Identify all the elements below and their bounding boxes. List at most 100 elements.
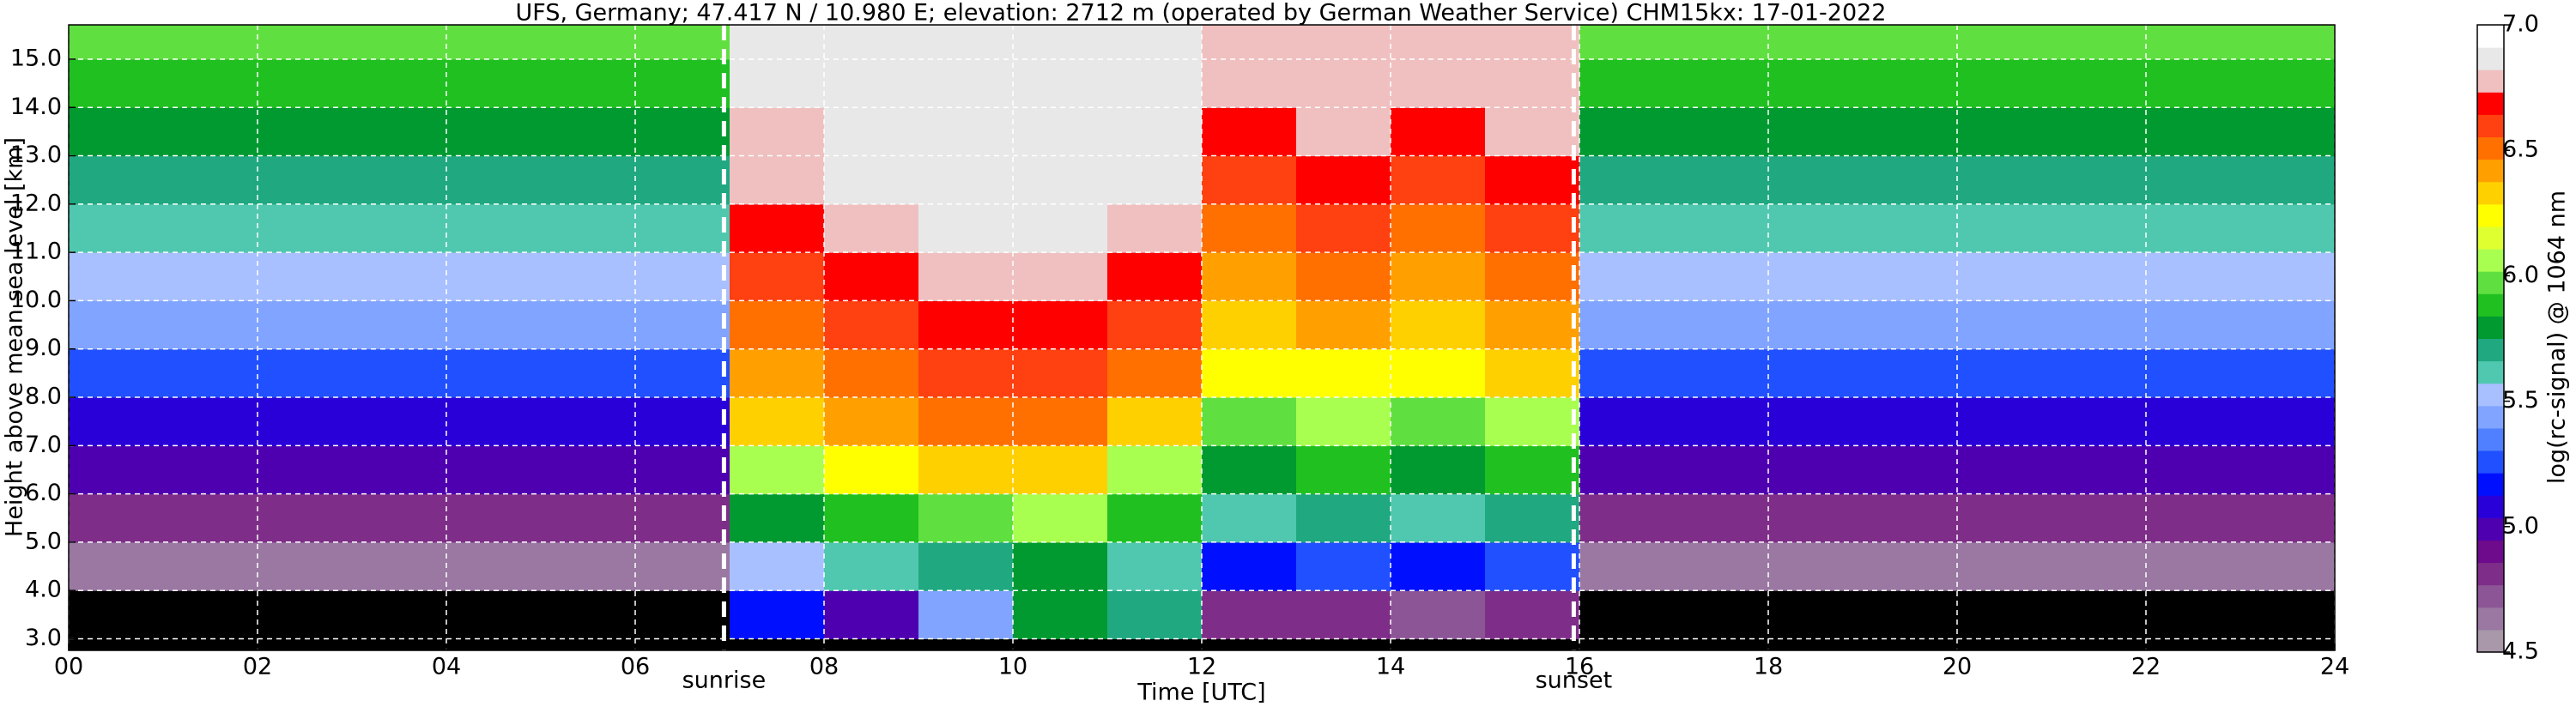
heatmap-cell bbox=[352, 493, 447, 543]
heatmap-cell bbox=[1674, 252, 1769, 301]
heatmap-cell bbox=[163, 445, 258, 495]
heatmap-cell bbox=[1768, 107, 1864, 157]
heatmap-cell bbox=[1485, 107, 1580, 157]
heatmap-cell bbox=[730, 25, 825, 60]
heatmap-cell bbox=[352, 348, 447, 398]
heatmap-cell bbox=[1013, 25, 1108, 60]
heatmap-cell bbox=[258, 300, 353, 350]
heatmap-cell bbox=[1013, 590, 1108, 639]
heatmap-cell bbox=[1674, 203, 1769, 253]
heatmap-cell bbox=[1013, 155, 1108, 205]
heatmap-cell bbox=[1674, 590, 1769, 639]
heatmap-cell bbox=[163, 541, 258, 591]
heatmap-cell bbox=[1107, 300, 1203, 350]
heatmap-cell bbox=[1391, 590, 1486, 639]
heatmap-cell bbox=[1013, 445, 1108, 495]
heatmap-cell bbox=[1957, 107, 2052, 157]
colorbar-tick-label: 6.0 bbox=[2502, 262, 2539, 288]
heatmap-cell bbox=[1107, 155, 1203, 205]
heatmap-cell bbox=[1485, 58, 1580, 108]
heatmap-cell bbox=[1768, 25, 1864, 60]
heatmap-cell bbox=[1202, 203, 1297, 253]
x-tick-label: 00 bbox=[54, 654, 83, 680]
heatmap-cell bbox=[69, 445, 164, 495]
heatmap-cell bbox=[1485, 25, 1580, 60]
heatmap-cell bbox=[1391, 493, 1486, 543]
heatmap-cell bbox=[1863, 252, 1958, 301]
colorbar-swatch bbox=[2477, 114, 2504, 138]
heatmap-cell bbox=[1107, 541, 1203, 591]
heatmap-cell bbox=[824, 348, 919, 398]
colorbar-swatch bbox=[2477, 540, 2504, 564]
heatmap-cell bbox=[69, 541, 164, 591]
heatmap-cell bbox=[1107, 397, 1203, 446]
heatmap-cell bbox=[1202, 300, 1297, 350]
heatmap-cell bbox=[69, 348, 164, 398]
heatmap-cell bbox=[1013, 541, 1108, 591]
heatmap-cell bbox=[1391, 155, 1486, 205]
heatmap-cell bbox=[2146, 397, 2241, 446]
heatmap-cell bbox=[69, 155, 164, 205]
heatmap-cell bbox=[1296, 493, 1391, 543]
x-tick-label: 20 bbox=[1943, 654, 1972, 680]
heatmap-cell bbox=[69, 252, 164, 301]
heatmap-cell bbox=[824, 107, 919, 157]
heatmap-cell bbox=[1296, 300, 1391, 350]
heatmap-cell bbox=[2146, 252, 2241, 301]
heatmap-cell bbox=[163, 155, 258, 205]
heatmap-cell bbox=[824, 252, 919, 301]
x-tick-label: 24 bbox=[2320, 654, 2349, 680]
heatmap-cell bbox=[69, 25, 164, 60]
heatmap-cell bbox=[730, 348, 825, 398]
heatmap-cell bbox=[2146, 348, 2241, 398]
heatmap-cell bbox=[1957, 25, 2052, 60]
heatmap-cell bbox=[258, 397, 353, 446]
colorbar-swatch bbox=[2477, 607, 2504, 631]
heatmap-cell bbox=[163, 348, 258, 398]
heatmap-cell bbox=[730, 155, 825, 205]
colorbar-swatch bbox=[2477, 473, 2504, 496]
heatmap-cell bbox=[352, 300, 447, 350]
heatmap-cell bbox=[1296, 252, 1391, 301]
heatmap-cell bbox=[2146, 541, 2241, 591]
heatmap-cell bbox=[2146, 445, 2241, 495]
heatmap-cell bbox=[1674, 493, 1769, 543]
heatmap-cell bbox=[918, 155, 1014, 205]
colorbar-swatch bbox=[2477, 271, 2504, 294]
heatmap-cell bbox=[541, 155, 636, 205]
heatmap-cell bbox=[1391, 58, 1486, 108]
heatmap-cell bbox=[824, 445, 919, 495]
heatmap-cell bbox=[2052, 252, 2147, 301]
heatmap-cell bbox=[1957, 348, 2052, 398]
heatmap-cell bbox=[1296, 25, 1391, 60]
y-tick-label: 8.0 bbox=[25, 384, 62, 410]
event-label: sunset bbox=[1536, 668, 1613, 694]
heatmap-cell bbox=[1107, 25, 1203, 60]
y-tick-label: 11.0 bbox=[10, 239, 62, 265]
heatmap-cell bbox=[2052, 348, 2147, 398]
heatmap-cell bbox=[258, 252, 353, 301]
heatmap-cell bbox=[258, 590, 353, 639]
heatmap-cell bbox=[1485, 155, 1580, 205]
heatmap-cell bbox=[1013, 203, 1108, 253]
heatmap-cell bbox=[1202, 590, 1297, 639]
heatmap-cell bbox=[163, 58, 258, 108]
heatmap-cell bbox=[1013, 348, 1108, 398]
heatmap-cell bbox=[1391, 397, 1486, 446]
heatmap-cell bbox=[1768, 348, 1864, 398]
heatmap-cell bbox=[2146, 300, 2241, 350]
heatmap-cell bbox=[2240, 252, 2335, 301]
heatmap-cell bbox=[635, 252, 730, 301]
heatmap-cell bbox=[918, 397, 1014, 446]
heatmap-cell bbox=[1485, 541, 1580, 591]
heatmap-cell bbox=[1202, 25, 1297, 60]
heatmap-cell bbox=[2240, 107, 2335, 157]
heatmap-cell bbox=[1296, 445, 1391, 495]
overlay: 3.0 4.0 5.0 6.0 7.0 8.0 9.0 10.0 11.0 12.0 13.0 14.… bbox=[10, 11, 2539, 694]
heatmap-cell bbox=[1202, 348, 1297, 398]
heatmap-cell bbox=[1202, 155, 1297, 205]
heatmap-cell bbox=[730, 252, 825, 301]
colorbar-tick-label: 6.5 bbox=[2502, 136, 2539, 163]
heatmap-cell bbox=[1957, 300, 2052, 350]
heatmap-cell bbox=[1391, 203, 1486, 253]
